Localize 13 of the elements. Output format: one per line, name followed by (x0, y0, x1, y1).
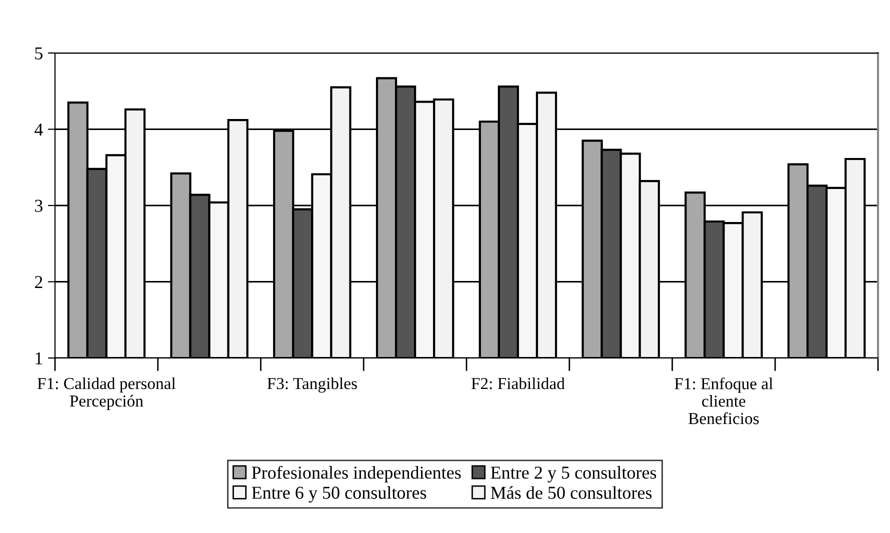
legend-label: Entre 6 y 50 consultores (252, 486, 426, 503)
x-tick-label: F1: Enfoque al cliente Beneficios (674, 377, 773, 424)
y-tick-label: 3 (35, 200, 42, 212)
x-tick-label: F3: Tangibles (267, 377, 357, 393)
legend-label: Entre 2 y 5 consultores (490, 466, 656, 482)
y-tick-label: 1 (36, 352, 42, 364)
legend-label: Más de 50 consultores (490, 486, 652, 499)
y-tick-label: 5 (35, 47, 42, 60)
x-tick-label: F1: Calidad personal Percepción (37, 377, 176, 410)
y-tick-label: 4 (34, 124, 43, 136)
y-tick-label: 2 (34, 276, 42, 288)
legend-label: Profesionales independientes (252, 466, 461, 482)
x-tick-label: F2: Fiabilidad (471, 377, 565, 390)
